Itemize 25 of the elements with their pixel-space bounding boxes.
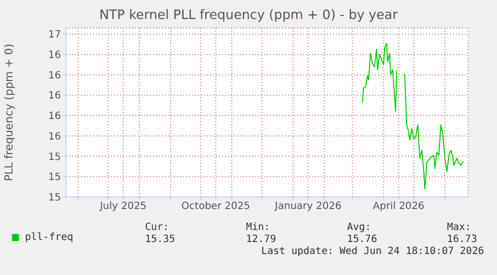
y-axis-title: PLL frequency (ppm + 0) — [2, 44, 16, 182]
y-tick-label: 15 — [48, 192, 61, 204]
text: Max: — [447, 222, 472, 233]
text: Avg: — [347, 222, 372, 233]
y-tick-label: 16 — [48, 50, 61, 62]
y-tick-label: 16 — [48, 111, 61, 122]
y-tick-label: 15 — [48, 152, 61, 163]
y-tick-label: 17 — [48, 30, 61, 41]
text: 12.79 — [246, 234, 276, 245]
text: Last update: Wed Jun 24 18:10:07 2026 — [261, 246, 484, 257]
x-tick-label: July 2025 — [98, 201, 147, 212]
x-tick-label: January 2026 — [274, 201, 342, 212]
legend-label: pll-freq — [25, 232, 74, 243]
text: 15.76 — [347, 234, 378, 245]
y-tick-label: 16 — [48, 131, 61, 142]
chart-title: NTP kernel PLL frequency (ppm + 0) - by year — [98, 8, 399, 23]
y-tick-label: 16 — [48, 90, 61, 102]
text: Cur: — [145, 222, 170, 233]
x-tick-label: April 2026 — [372, 201, 424, 212]
text: Min: — [246, 222, 270, 233]
text: 15.35 — [145, 234, 176, 245]
x-tick-label: October 2025 — [181, 201, 250, 212]
text: 16.73 — [447, 234, 478, 245]
y-tick-label: 15 — [48, 172, 61, 184]
y-tick-label: 16 — [48, 70, 61, 82]
